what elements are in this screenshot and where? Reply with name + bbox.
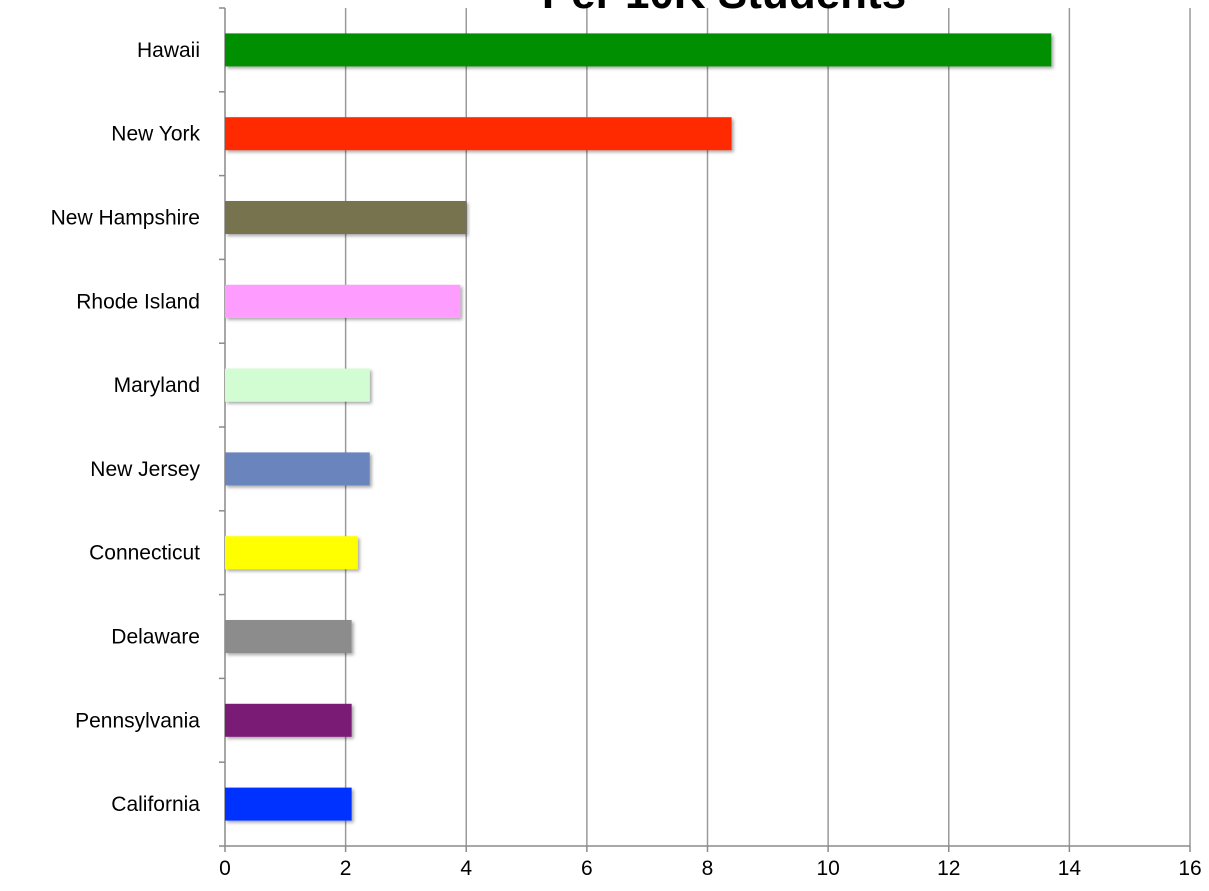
bar-connecticut	[225, 536, 358, 570]
category-label: Maryland	[114, 374, 200, 397]
category-label: New Jersey	[90, 458, 200, 481]
category-label: New Hampshire	[51, 207, 200, 230]
x-tick-label: 14	[1058, 857, 1082, 880]
x-tick-label: 2	[340, 857, 352, 880]
x-tick-label: 6	[581, 857, 593, 880]
x-tick-label: 16	[1178, 857, 1201, 880]
bar-new-hampshire	[225, 201, 467, 234]
bar-pennsylvania	[225, 703, 352, 737]
bar-rhode-island	[225, 284, 461, 318]
x-tick-label: 10	[816, 857, 839, 880]
x-tick-label: 8	[702, 857, 714, 880]
bars	[225, 33, 1052, 821]
bar-california	[225, 787, 352, 821]
category-label: Delaware	[111, 626, 200, 649]
bar-delaware	[225, 620, 352, 653]
bar-hawaii	[225, 33, 1052, 67]
category-label: Rhode Island	[76, 290, 200, 313]
category-label: New York	[111, 123, 200, 146]
category-label: Hawaii	[137, 39, 200, 62]
chart-title: Per 10K Students	[542, 0, 906, 18]
bar-new-york	[225, 117, 732, 151]
category-label: California	[111, 793, 200, 816]
bar-maryland	[225, 368, 370, 402]
x-tick-label: 0	[219, 857, 231, 880]
category-label: Connecticut	[89, 542, 200, 565]
x-tick-label: 12	[937, 857, 960, 880]
x-tick-label: 4	[460, 857, 472, 880]
labels: 0 2 4 6 8 10 12 14 16 Hawaii New York New Hampshire…	[51, 39, 1202, 880]
bar-new-jersey	[225, 452, 370, 486]
category-label: Pennsylvania	[75, 709, 200, 732]
